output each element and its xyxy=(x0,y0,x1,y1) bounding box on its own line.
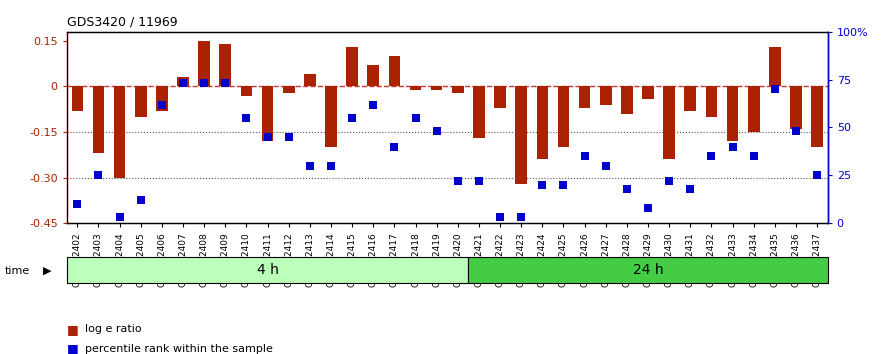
Text: ■: ■ xyxy=(67,342,78,354)
Bar xyxy=(452,86,464,92)
Point xyxy=(281,134,295,140)
Point xyxy=(134,197,148,203)
Bar xyxy=(93,86,104,153)
Bar xyxy=(71,86,83,111)
Bar xyxy=(262,86,273,141)
Bar xyxy=(537,86,548,159)
Point xyxy=(387,144,401,149)
Point xyxy=(239,115,254,121)
Point xyxy=(112,215,126,220)
Text: time: time xyxy=(4,266,29,276)
Bar xyxy=(769,47,781,86)
Bar xyxy=(684,86,696,111)
Bar xyxy=(578,86,590,108)
Point xyxy=(345,115,360,121)
Point xyxy=(747,153,761,159)
Bar xyxy=(409,86,421,90)
Bar xyxy=(600,86,611,105)
Point xyxy=(261,134,275,140)
Point xyxy=(324,163,338,169)
Text: 4 h: 4 h xyxy=(256,263,279,277)
Bar xyxy=(431,86,442,90)
Point xyxy=(303,163,317,169)
Point xyxy=(599,163,613,169)
Bar xyxy=(473,86,485,138)
Point xyxy=(450,178,465,184)
Bar xyxy=(515,86,527,184)
Bar xyxy=(114,86,125,177)
Point xyxy=(704,153,718,159)
Bar xyxy=(706,86,717,117)
Point xyxy=(155,102,169,107)
Point xyxy=(430,129,444,134)
Bar xyxy=(558,86,570,147)
Point xyxy=(197,81,211,86)
Point xyxy=(662,178,676,184)
Bar xyxy=(468,257,828,283)
Bar xyxy=(220,44,231,86)
Bar xyxy=(135,86,147,117)
Bar xyxy=(727,86,739,141)
Bar xyxy=(812,86,823,147)
Bar xyxy=(156,86,167,111)
Bar xyxy=(325,86,336,147)
Point xyxy=(641,205,655,211)
Bar xyxy=(198,41,210,86)
Bar xyxy=(748,86,759,132)
Bar xyxy=(177,78,189,86)
Point xyxy=(768,86,782,92)
Text: percentile rank within the sample: percentile rank within the sample xyxy=(85,344,272,354)
Point xyxy=(619,186,634,192)
Bar xyxy=(790,86,802,129)
Point xyxy=(725,144,740,149)
Bar xyxy=(67,257,468,283)
Bar xyxy=(368,65,379,86)
Text: 24 h: 24 h xyxy=(633,263,663,277)
Point xyxy=(176,81,190,86)
Point xyxy=(70,201,85,207)
Point xyxy=(514,215,529,220)
Point xyxy=(556,182,570,188)
Point xyxy=(409,115,423,121)
Bar xyxy=(643,86,654,99)
Text: GDS3420 / 11969: GDS3420 / 11969 xyxy=(67,16,177,29)
Text: ▶: ▶ xyxy=(43,266,52,276)
Bar xyxy=(240,86,252,96)
Point xyxy=(789,129,803,134)
Bar xyxy=(346,47,358,86)
Point xyxy=(578,153,592,159)
Text: log e ratio: log e ratio xyxy=(85,324,142,334)
Point xyxy=(535,182,549,188)
Point xyxy=(218,81,232,86)
Point xyxy=(684,186,698,192)
Point xyxy=(472,178,486,184)
Bar xyxy=(304,74,316,86)
Bar xyxy=(621,86,633,114)
Point xyxy=(810,172,824,178)
Bar xyxy=(389,56,400,86)
Point xyxy=(92,172,106,178)
Bar xyxy=(663,86,675,159)
Bar xyxy=(283,86,295,92)
Point xyxy=(366,102,380,107)
Point xyxy=(493,215,507,220)
Bar xyxy=(494,86,506,108)
Text: ■: ■ xyxy=(67,323,78,336)
